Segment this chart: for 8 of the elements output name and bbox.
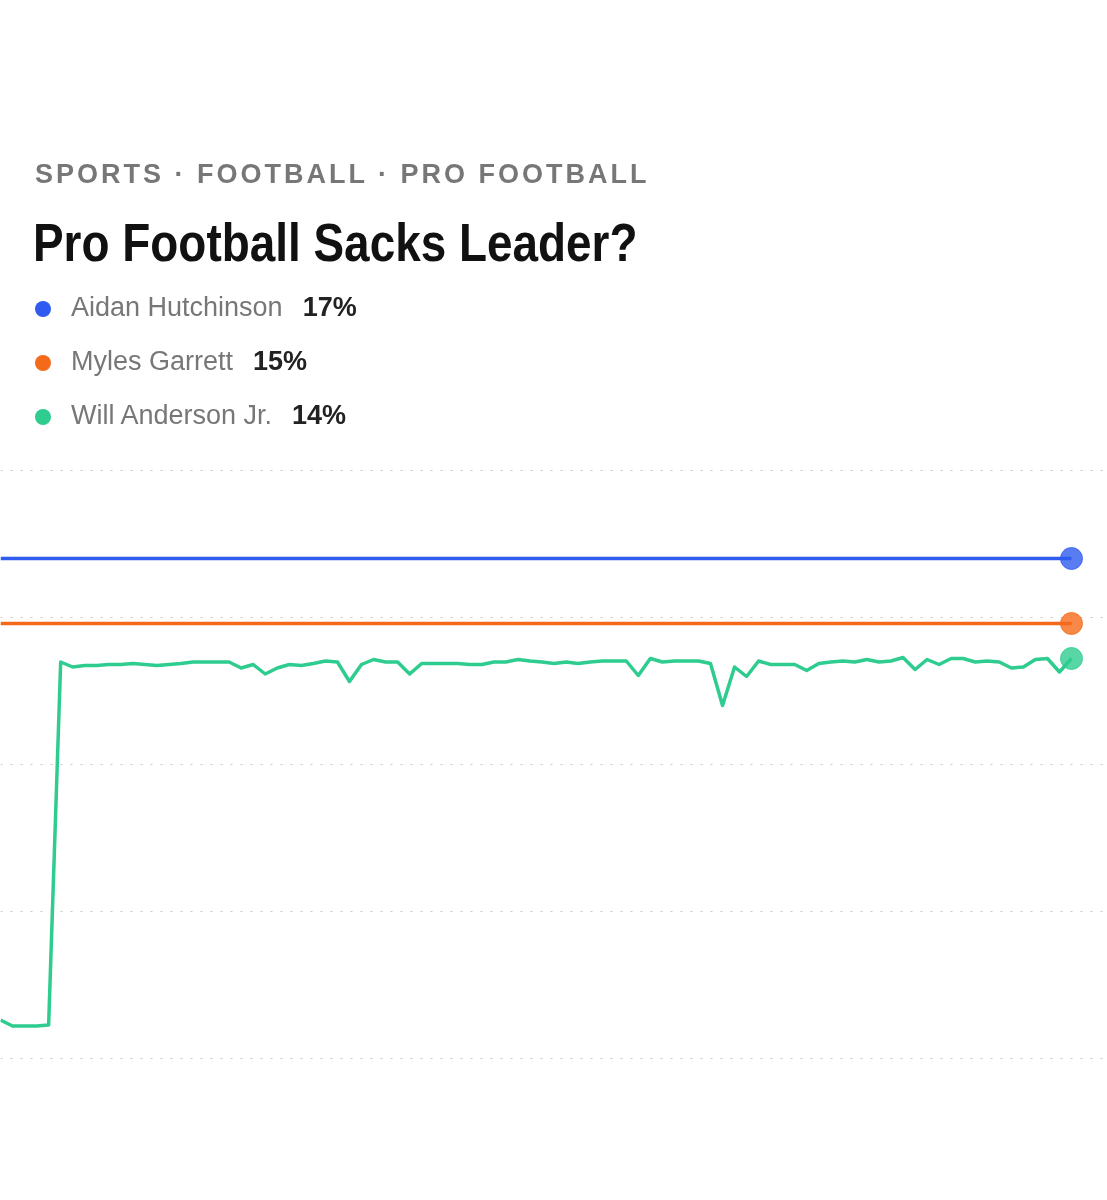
text: 15% xyxy=(253,345,308,376)
text: 14% xyxy=(292,399,347,430)
chart-subtitle: SPORTS · FOOTBALL · PRO FOOTBALL xyxy=(35,158,650,191)
text: 17% xyxy=(302,291,357,322)
legend-label: Will Anderson Jr. xyxy=(71,399,273,430)
legend-label: Aidan Hutchinson xyxy=(71,291,283,322)
legend-label: Myles Garrett xyxy=(71,345,234,376)
chart-title: Pro Football Sacks Leader? xyxy=(33,210,638,274)
